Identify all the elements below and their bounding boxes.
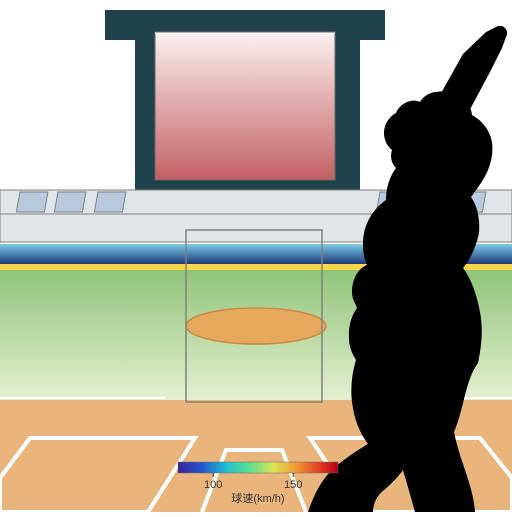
stadium-panel (94, 192, 126, 212)
pitchers-mound (186, 308, 326, 344)
speed-scale-label: 球速(km/h) (231, 491, 284, 505)
stadium-panel (16, 192, 48, 212)
speed-tick-label: 100 (204, 479, 222, 491)
stadium-panel (54, 192, 86, 212)
speed-color-scale (178, 462, 338, 473)
scoreboard-screen (155, 32, 335, 180)
scene-svg: 100 150 球速(km/h) (0, 0, 512, 512)
speed-tick-label: 150 (284, 479, 302, 491)
pitch-chart-canvas: 100 150 球速(km/h) (0, 0, 512, 512)
